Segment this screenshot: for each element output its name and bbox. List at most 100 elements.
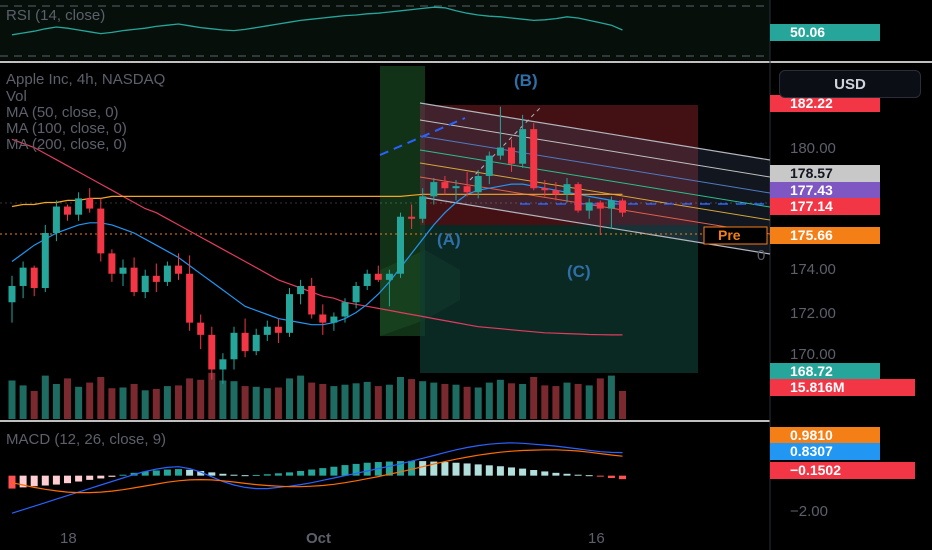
candle-body bbox=[619, 200, 626, 213]
rsi-line bbox=[11, 6, 623, 36]
volume-bar bbox=[41, 375, 49, 419]
volume-tag bbox=[770, 379, 915, 396]
macd-histogram-bar bbox=[563, 473, 571, 476]
macd-histogram-bar bbox=[52, 475, 60, 485]
wave-guide bbox=[469, 107, 541, 181]
candle-body bbox=[286, 294, 293, 333]
candle-body bbox=[508, 147, 515, 164]
volume-bar bbox=[474, 387, 482, 419]
volume-bar bbox=[430, 382, 438, 419]
wave-label-a: (A) bbox=[437, 230, 461, 249]
volume-bar bbox=[274, 387, 282, 419]
volume-bar bbox=[341, 384, 349, 419]
candle-body bbox=[308, 285, 316, 315]
macd-histogram-bar bbox=[208, 472, 216, 476]
volume-bar bbox=[86, 382, 94, 419]
candle-body bbox=[241, 332, 249, 352]
volume-bar bbox=[374, 386, 382, 419]
candle-body bbox=[596, 202, 604, 209]
candle-body bbox=[75, 198, 83, 215]
currency-button[interactable]: USD bbox=[779, 70, 921, 98]
macd-histogram-bar bbox=[430, 461, 438, 476]
channel-line bbox=[419, 119, 771, 178]
volume-bar bbox=[441, 384, 449, 419]
macd-histogram-bar bbox=[574, 474, 582, 476]
macd-histogram-bar bbox=[297, 470, 305, 476]
zero-label: 0 bbox=[757, 247, 765, 264]
volume-bar bbox=[75, 386, 83, 419]
volume-bar bbox=[175, 385, 182, 419]
volume-bar bbox=[186, 378, 194, 419]
pre-value: 175.66 bbox=[790, 227, 833, 243]
channel-line bbox=[419, 149, 771, 208]
macd-histogram-bar bbox=[230, 474, 238, 476]
volume-bar bbox=[263, 388, 271, 419]
macd-histogram-bar bbox=[397, 461, 404, 476]
volume-bar bbox=[52, 384, 60, 419]
macd-histogram-bar bbox=[352, 463, 360, 476]
candle-body bbox=[430, 182, 438, 197]
wave-label-b: (B) bbox=[514, 71, 538, 90]
volume-bar bbox=[130, 384, 138, 419]
macd-histogram-bar bbox=[163, 469, 171, 476]
macd-histogram-bar bbox=[496, 466, 504, 476]
macd-histogram-bar bbox=[530, 470, 538, 476]
macd-histogram-bar bbox=[8, 475, 16, 489]
ma100-line bbox=[11, 138, 623, 336]
ma50-legend: MA (50, close, 0) bbox=[6, 104, 119, 121]
candle-body bbox=[319, 314, 327, 323]
rsi-value-tag bbox=[770, 24, 880, 41]
volume-bar bbox=[563, 382, 571, 419]
macd-legend: MACD (12, 26, close, 9) bbox=[6, 431, 166, 448]
rsi-legend: RSI (14, close) bbox=[6, 7, 105, 24]
macd-histogram-bar bbox=[108, 475, 116, 477]
ma200-legend: MA (200, close, 0) bbox=[6, 136, 127, 153]
volume-bar bbox=[19, 385, 27, 419]
volume-bar bbox=[397, 377, 404, 419]
volume-bar bbox=[485, 382, 493, 419]
level-tag-1 bbox=[770, 165, 880, 182]
macd-histogram-bar bbox=[97, 475, 105, 479]
time-tick: 16 bbox=[588, 530, 605, 547]
macd-histogram-bar bbox=[141, 471, 149, 476]
volume-bar bbox=[408, 379, 416, 419]
macd-histogram-bar bbox=[363, 462, 371, 476]
macd-histogram-bar bbox=[274, 473, 282, 476]
volume-bar bbox=[619, 391, 626, 419]
highlight-zone bbox=[380, 66, 425, 336]
volume-bar bbox=[319, 384, 327, 419]
volume-bar bbox=[286, 378, 293, 419]
volume-bar bbox=[330, 386, 338, 419]
volume-bar bbox=[219, 380, 227, 419]
macd-histogram-bar bbox=[474, 464, 482, 476]
volume-bar bbox=[252, 386, 260, 419]
candle-body bbox=[8, 285, 16, 303]
signal-line bbox=[11, 449, 623, 494]
time-tick: Oct bbox=[306, 530, 331, 547]
volume-bar bbox=[108, 388, 116, 419]
macd-histogram-bar bbox=[75, 475, 83, 482]
volume-bar bbox=[607, 375, 615, 419]
volume-bar bbox=[452, 384, 460, 419]
macd-value: 0.9810 bbox=[790, 427, 833, 443]
ma200-line bbox=[11, 193, 623, 208]
pre-value-tag bbox=[770, 227, 880, 244]
volume-bar bbox=[363, 381, 371, 419]
volume-bar bbox=[496, 379, 504, 419]
volume-bar bbox=[508, 383, 515, 419]
wave-label-c: (C) bbox=[567, 262, 591, 281]
candle-body bbox=[563, 184, 571, 195]
histogram-value: −0.1502 bbox=[790, 462, 841, 478]
candle-body bbox=[19, 267, 27, 286]
macd-histogram-bar bbox=[308, 469, 316, 476]
macd-plot bbox=[8, 442, 626, 514]
macd-histogram-bar bbox=[585, 475, 593, 477]
candle-body bbox=[574, 184, 582, 211]
volume-bar bbox=[574, 384, 582, 419]
price-tags: 50.06 182.22 178.57 177.43 177.14 Pre 17… bbox=[703, 24, 915, 479]
macd-histogram-bar bbox=[452, 462, 460, 476]
macd-histogram-bar bbox=[30, 475, 38, 487]
candle-body bbox=[274, 326, 282, 333]
candle-body bbox=[30, 267, 38, 289]
